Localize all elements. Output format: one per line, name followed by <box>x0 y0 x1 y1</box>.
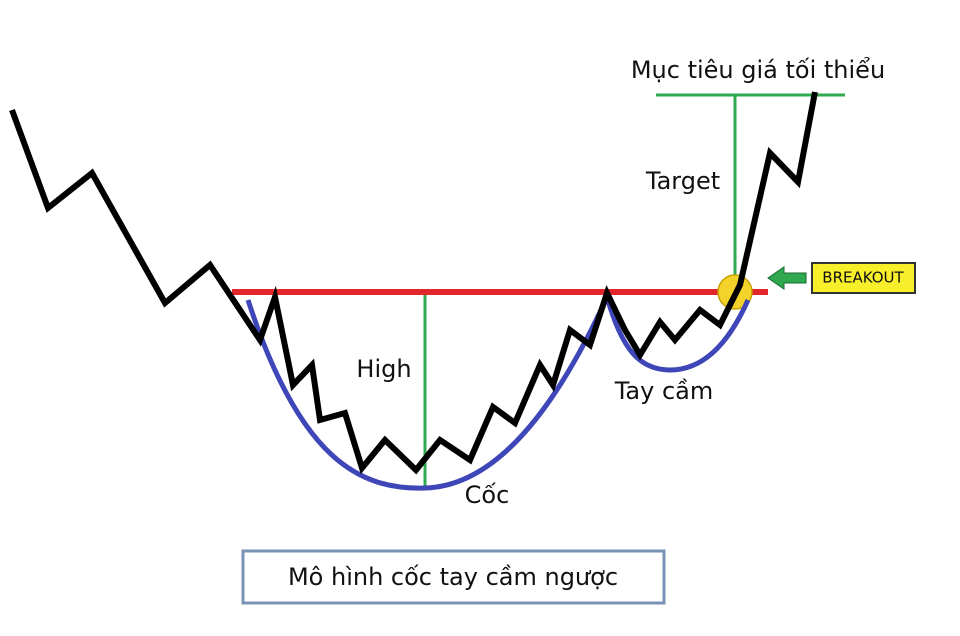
high-label: High <box>356 355 411 383</box>
cup-curve <box>245 295 610 491</box>
target-label: Target <box>645 167 720 195</box>
handle-curve <box>604 296 751 373</box>
breakout-label: BREAKOUT <box>822 269 904 287</box>
price-line <box>9 91 818 475</box>
caption-box <box>241 549 666 605</box>
handle-label: Tay cầm <box>614 377 714 405</box>
target-title: Mục tiêu giá tối thiểu <box>631 56 885 84</box>
breakout-box <box>811 262 916 294</box>
breakout-arrow <box>767 266 807 290</box>
caption: Mô hình cốc tay cầm ngược <box>288 563 618 591</box>
cup-label: Cốc <box>465 481 510 509</box>
